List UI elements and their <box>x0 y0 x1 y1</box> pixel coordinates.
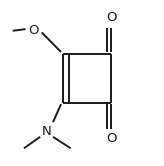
Text: O: O <box>106 11 116 24</box>
Text: N: N <box>42 125 51 138</box>
Text: O: O <box>28 24 39 37</box>
Text: O: O <box>106 132 116 145</box>
